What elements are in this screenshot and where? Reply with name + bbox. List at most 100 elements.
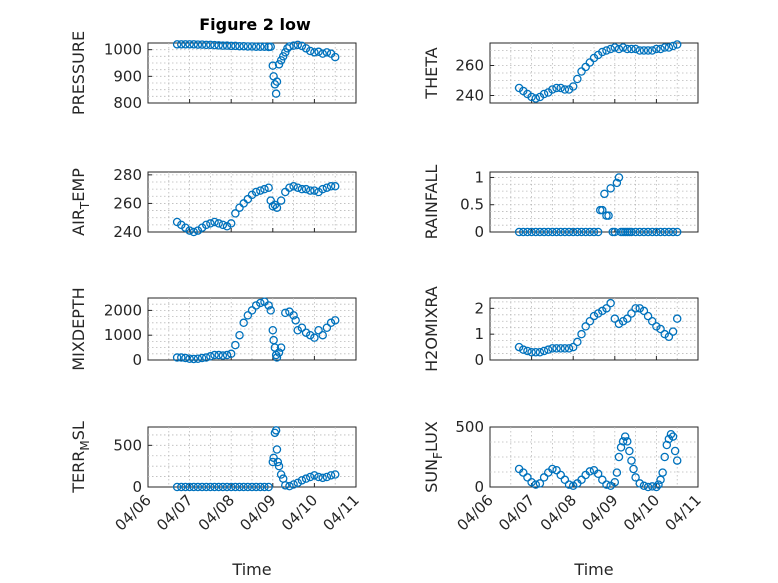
data-point (585, 227, 595, 237)
data-point (274, 461, 284, 471)
data-point (289, 311, 298, 320)
data-point (654, 480, 663, 489)
y-axis-label: SUNFLUX (422, 421, 445, 493)
data-point (527, 227, 536, 237)
data-point (268, 325, 278, 335)
y-axis-label: THETA (422, 47, 441, 99)
data-point (318, 473, 327, 483)
x-tick-label: 04/09 (578, 491, 621, 534)
data-point (519, 468, 528, 477)
data-point (573, 227, 582, 237)
y-axis-label: TERRMSL (69, 421, 92, 494)
data-point (577, 227, 586, 237)
data-point (573, 337, 582, 347)
data-point (585, 58, 595, 67)
data-point (523, 473, 532, 482)
x-tick-label: 04/07 (153, 491, 196, 534)
data-point (623, 44, 632, 54)
data-point (531, 480, 541, 489)
subplot-mixdepth: 0 1000 2000 MIXDEPTH (69, 287, 357, 371)
series-markers (172, 40, 340, 98)
data-point (197, 353, 207, 363)
data-point (210, 482, 219, 492)
data-point (556, 470, 565, 480)
data-point (330, 52, 340, 62)
data-point (531, 227, 541, 237)
data-point (222, 41, 232, 50)
data-point (527, 347, 536, 357)
data-point (266, 42, 275, 51)
data-point (210, 350, 219, 360)
data-point (598, 306, 607, 316)
data-point (301, 328, 311, 337)
data-point (197, 482, 207, 492)
subplot-rainfall: 0 0.5 1 RAINFALL (422, 165, 699, 241)
data-point (247, 482, 257, 492)
data-point (226, 219, 236, 228)
data-point (539, 346, 549, 356)
data-point (548, 464, 557, 474)
data-point (189, 227, 199, 237)
data-point (610, 43, 620, 52)
x-axis-label: Time (231, 560, 271, 579)
data-point (214, 219, 223, 228)
subplot-pressure: 800 900 1000 PRESSURE (69, 31, 357, 115)
data-point (556, 227, 565, 237)
data-point (668, 41, 678, 51)
y-tick-label: 1 (474, 168, 484, 186)
data-point (305, 330, 315, 340)
data-point (539, 227, 549, 237)
data-point (268, 202, 278, 211)
data-point (581, 62, 590, 72)
data-point (627, 227, 636, 237)
subplot-h2omixra: 0 1 2 H2OMIXRA (422, 286, 699, 372)
data-point (281, 48, 290, 57)
grid-lines (148, 298, 356, 360)
data-point (631, 227, 640, 237)
data-point (330, 182, 340, 191)
data-point (519, 227, 528, 237)
x-tick-label: 04/08 (537, 491, 580, 534)
data-point (629, 464, 638, 474)
data-point (268, 61, 278, 70)
data-point (548, 344, 557, 353)
data-point (243, 311, 253, 320)
data-point (291, 316, 300, 325)
data-point (243, 482, 253, 492)
data-point (314, 325, 323, 335)
data-point (193, 40, 203, 49)
x-axis-label: Time (573, 560, 613, 579)
data-point (573, 74, 582, 84)
data-point (274, 348, 284, 357)
data-point (285, 183, 294, 192)
data-point (289, 182, 298, 191)
data-point (664, 227, 674, 237)
y-axis-label: PRESSURE (69, 31, 88, 115)
data-point (539, 89, 549, 99)
data-point (656, 44, 665, 54)
data-point (568, 481, 578, 491)
data-point (631, 304, 640, 313)
grid-lines (148, 427, 356, 487)
data-point (643, 482, 653, 492)
x-tick-label: 04/11 (320, 491, 363, 534)
data-point (201, 353, 211, 362)
data-point (647, 46, 657, 55)
data-point (318, 184, 327, 194)
data-point (310, 186, 319, 195)
series-markers (514, 429, 682, 492)
data-point (297, 41, 307, 51)
data-point (330, 316, 340, 325)
data-point (593, 469, 603, 479)
data-point (652, 482, 661, 492)
data-point (620, 432, 630, 441)
y-tick-label: 500 (455, 418, 484, 436)
data-point (604, 211, 613, 220)
data-point (610, 314, 620, 323)
data-point (322, 323, 332, 333)
data-point (260, 482, 269, 492)
y-tick-label: 0 (132, 478, 142, 496)
data-point (614, 44, 624, 54)
y-tick-label: 240 (113, 223, 142, 241)
